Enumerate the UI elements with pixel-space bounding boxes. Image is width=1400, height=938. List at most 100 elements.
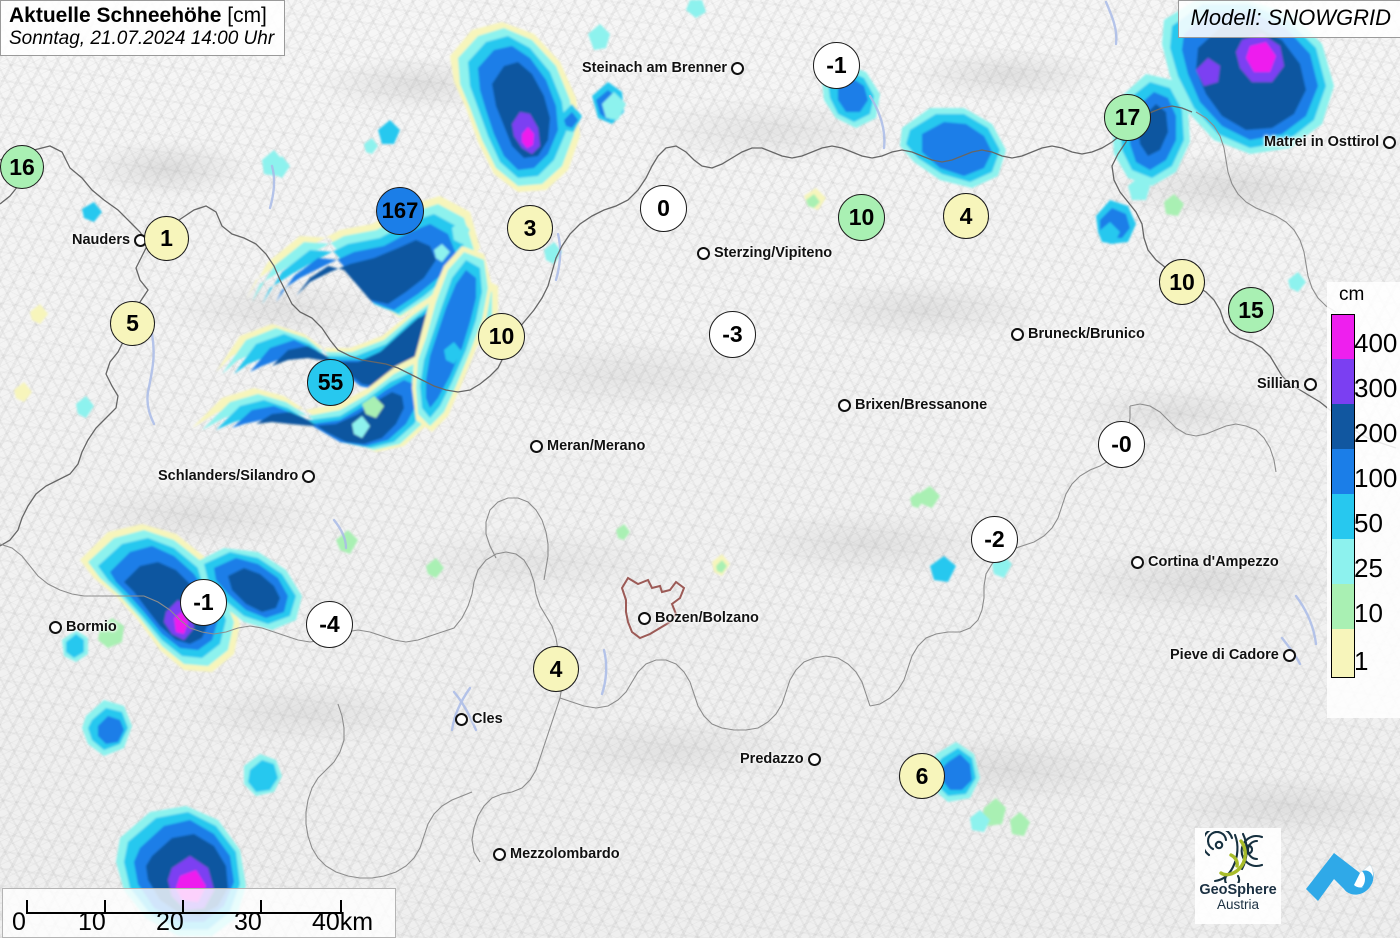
station-bubble[interactable]: -2 (971, 516, 1018, 563)
scale-label-40km: 40km (312, 908, 374, 936)
station-value: 1 (160, 225, 173, 251)
scale-tick-20 (182, 900, 184, 912)
city-label: Sillian (1257, 376, 1300, 392)
city-marker-sterzing-vipiteno[interactable]: Sterzing/Vipiteno (697, 245, 832, 261)
station-bubble[interactable]: -0 (1098, 421, 1145, 468)
geosphere-logo-sub: Austria (1216, 897, 1260, 913)
station-bubble[interactable]: -1 (813, 42, 860, 89)
station-bubble[interactable]: 0 (640, 185, 687, 232)
model-label: Modell: SNOWGRID (1190, 5, 1391, 30)
legend-band-400[interactable] (1331, 314, 1355, 360)
station-bubble[interactable]: 16 (0, 145, 44, 189)
station-value: -0 (1111, 431, 1132, 457)
station-bubble[interactable]: 4 (943, 193, 989, 239)
city-marker-bruneck-brunico[interactable]: Bruneck/Brunico (1011, 326, 1145, 342)
legend-unit-label: cm (1339, 284, 1365, 305)
title-unit: [cm] (227, 4, 267, 27)
legend-band-1[interactable] (1331, 629, 1355, 678)
legend-band-300[interactable] (1331, 359, 1355, 404)
geosphere-logo[interactable]: GeoSphere Austria (1195, 828, 1281, 924)
station-bubble[interactable]: 3 (507, 205, 553, 251)
geosphere-logo-name: GeoSphere (1199, 882, 1277, 898)
city-marker-meran-merano[interactable]: Meran/Merano (530, 438, 645, 454)
station-value: -4 (319, 611, 340, 637)
legend-tick-100: 100 (1354, 463, 1398, 493)
city-label: Mezzolombardo (510, 846, 620, 862)
station-bubble[interactable]: 6 (899, 753, 945, 799)
city-label: Bozen/Bolzano (655, 610, 759, 626)
legend-tick-10: 10 (1354, 598, 1383, 628)
city-dot (1282, 648, 1296, 662)
station-bubble[interactable]: -4 (306, 601, 353, 648)
station-bubble[interactable]: 15 (1228, 287, 1274, 333)
station-value: 5 (126, 310, 139, 336)
city-label: Predazzo (740, 751, 804, 767)
station-bubble[interactable]: 55 (307, 359, 354, 406)
city-label: Matrei in Osttirol (1264, 134, 1380, 150)
station-bubble[interactable]: -1 (180, 579, 227, 626)
city-marker-sillian[interactable]: Sillian (1257, 376, 1317, 392)
station-bubble[interactable]: 1 (144, 216, 189, 261)
station-value: 167 (381, 198, 419, 223)
station-bubble[interactable]: 4 (533, 646, 579, 692)
city-dot (1011, 327, 1024, 341)
scale-label-20: 20 (156, 908, 184, 936)
city-marker-predazzo[interactable]: Predazzo (740, 751, 821, 767)
city-label: Steinach am Brenner (582, 60, 728, 76)
scale-label-30: 30 (234, 908, 262, 936)
legend-tick-50: 50 (1354, 508, 1383, 538)
station-value: 0 (657, 195, 670, 221)
legend-band-200[interactable] (1331, 404, 1355, 449)
city-marker-schlanders-silandro[interactable]: Schlanders/Silandro (158, 468, 316, 484)
station-bubble[interactable]: 167 (376, 187, 424, 235)
snow-area-oetztal (246, 196, 480, 318)
legend-band-50[interactable] (1331, 494, 1355, 539)
station-bubble[interactable]: 10 (478, 313, 525, 360)
city-dot (493, 847, 506, 861)
city-marker-bozen-bolzano[interactable]: Bozen/Bolzano (638, 610, 759, 626)
city-dot (1383, 135, 1397, 149)
scale-label-10: 10 (78, 908, 106, 936)
station-value: 15 (1238, 296, 1264, 323)
station-bubble[interactable]: 5 (110, 301, 155, 346)
city-label: Meran/Merano (547, 438, 646, 454)
station-value: -1 (826, 52, 847, 78)
station-value: 55 (317, 369, 344, 395)
city-label: Cortina d'Ampezzo (1148, 554, 1279, 570)
city-dot (697, 246, 710, 260)
city-dot (638, 611, 651, 625)
station-value: -2 (984, 526, 1005, 552)
station-bubble[interactable]: 10 (1159, 259, 1205, 305)
station-value: 4 (549, 655, 563, 682)
legend-band-100[interactable] (1331, 449, 1355, 494)
city-marker-pieve-di-cadore[interactable]: Pieve di Cadore (1170, 647, 1296, 663)
station-bubble[interactable]: 17 (1104, 94, 1151, 141)
station-value: 10 (488, 323, 515, 349)
city-marker-brixen-bressanone[interactable]: Brixen/Bressanone (838, 397, 987, 413)
legend-band-10[interactable] (1331, 584, 1355, 629)
station-bubble[interactable]: -3 (709, 311, 756, 358)
city-marker-steinach-am-brenner[interactable]: Steinach am Brenner (582, 60, 745, 76)
city-marker-matrei-in-osttirol[interactable]: Matrei in Osttirol (1264, 134, 1397, 150)
partner-logo[interactable] (1300, 845, 1378, 907)
title-timestamp: Sonntag, 21.07.2024 14:00 Uhr (9, 27, 275, 49)
city-dot (302, 469, 316, 483)
city-label: Sterzing/Vipiteno (714, 245, 833, 261)
city-marker-mezzolombardo[interactable]: Mezzolombardo (493, 846, 620, 862)
city-marker-bormio[interactable]: Bormio (49, 619, 117, 635)
snow-patches-misc (14, 92, 626, 578)
city-label: Schlanders/Silandro (158, 468, 299, 484)
station-value: 3 (523, 214, 537, 241)
station-value: 4 (959, 202, 973, 229)
legend-band-25[interactable] (1331, 539, 1355, 584)
legend-tick-25: 25 (1354, 553, 1383, 583)
city-marker-cortina-dampezzo[interactable]: Cortina d'Ampezzo (1131, 554, 1279, 570)
station-value: 10 (848, 204, 875, 230)
page-title: Aktuelle Schneehöhe [cm] (9, 4, 274, 28)
city-marker-nauders[interactable]: Nauders (72, 232, 148, 248)
snow-area-brenner (450, 22, 580, 192)
station-bubble[interactable]: 10 (838, 194, 885, 241)
city-marker-cles[interactable]: Cles (455, 711, 503, 727)
